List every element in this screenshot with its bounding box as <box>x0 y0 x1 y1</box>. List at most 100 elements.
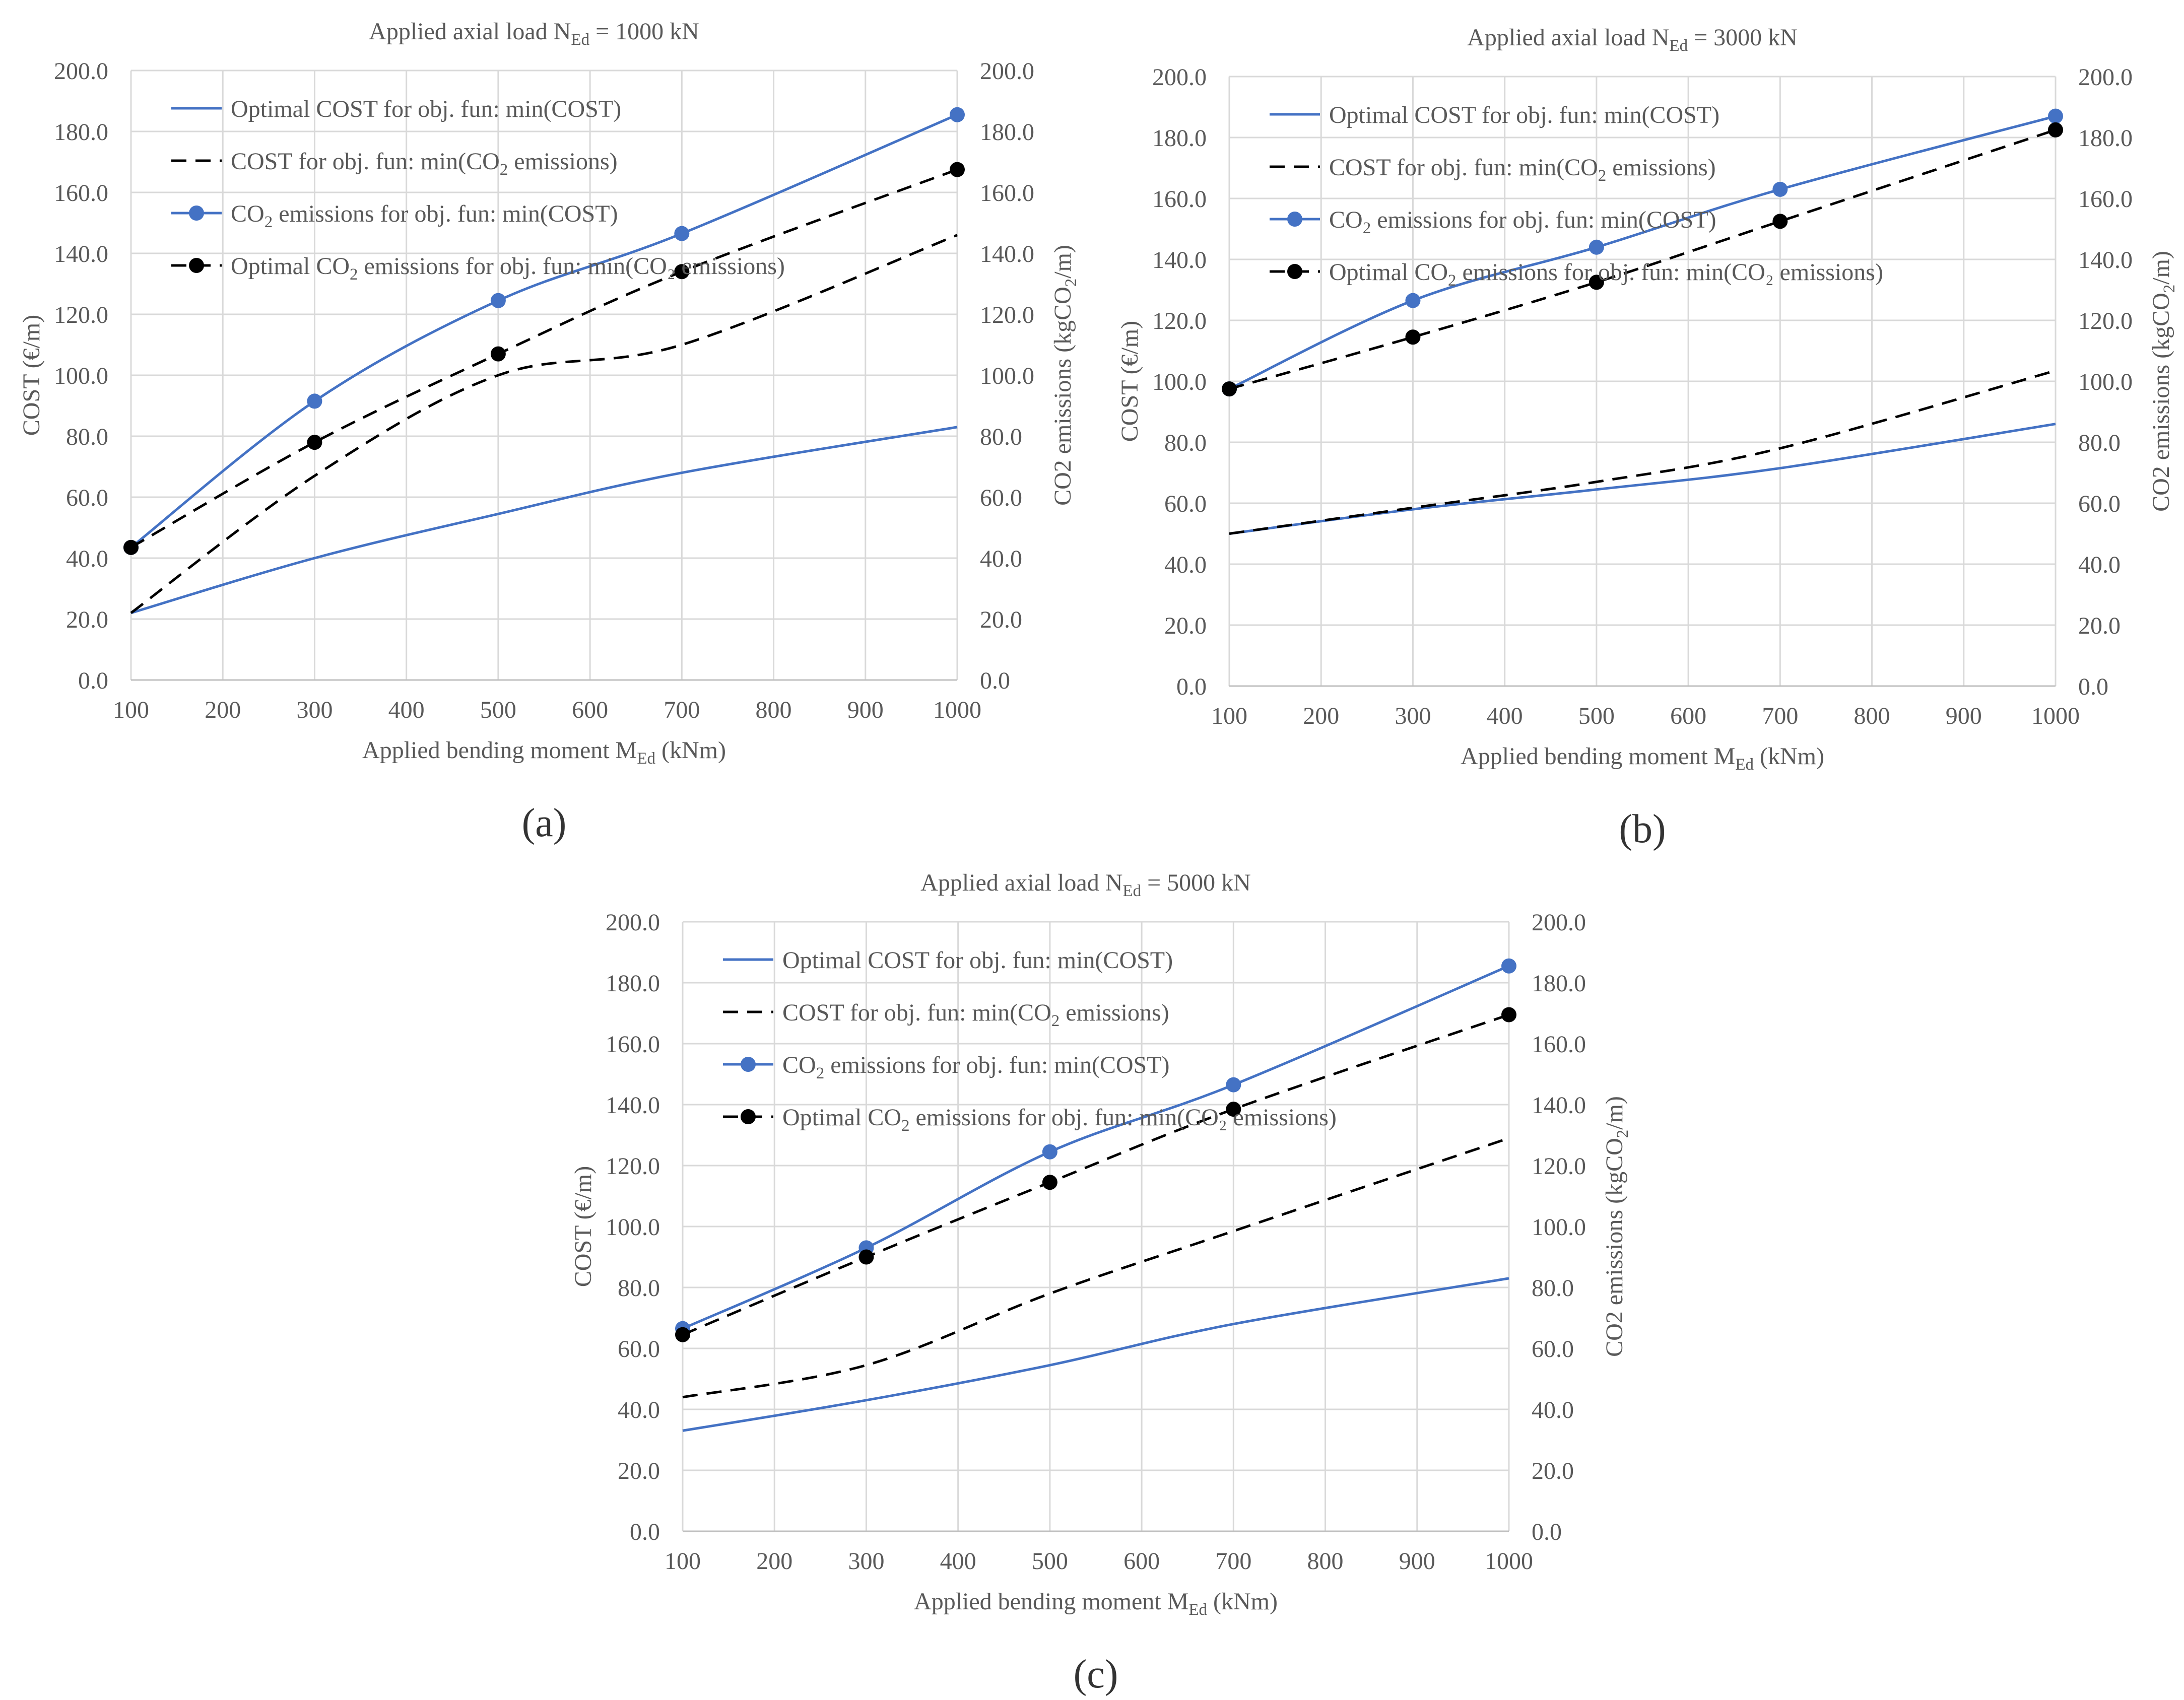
y-tick-label: 160.0 <box>606 1031 660 1058</box>
y2-tick-label: 60.0 <box>980 485 1022 511</box>
y-tick-label: 20.0 <box>1164 613 1207 639</box>
x-axis-title: Applied bending moment MEd (kNm) <box>1461 743 1824 774</box>
data-point <box>858 1249 874 1265</box>
data-point <box>1772 214 1788 229</box>
y-tick-label: 80.0 <box>1164 430 1207 456</box>
legend-label-3: CO2 emissions for obj. fun: min(COST) <box>231 200 618 231</box>
x-tick-label: 300 <box>296 697 333 723</box>
x-tick-label: 1000 <box>933 697 981 723</box>
x-tick-label: 800 <box>756 697 792 723</box>
panel-label: (b) <box>1619 807 1666 851</box>
y-tick-label: 40.0 <box>1164 552 1207 578</box>
chart-panel-3: Applied axial load NEd = 5000 kN0.0 0.020… <box>570 869 1632 1696</box>
data-point <box>1042 1175 1057 1190</box>
x-axis-title-suffix: (kNm) <box>1754 743 1824 770</box>
x-tick-label: 700 <box>1762 703 1798 729</box>
legend-label-4: Optimal CO2 emissions for obj. fun: min(… <box>782 1104 1337 1135</box>
y-tick-label: 140.0 <box>606 1092 660 1119</box>
y2-tick-label: 20.0 <box>980 606 1022 633</box>
legend-marker <box>741 1057 756 1072</box>
y-axis-title: COST (€/m) <box>570 1166 597 1287</box>
y-tick-label: 180.0 <box>1152 125 1207 152</box>
data-point <box>1501 958 1516 974</box>
legend-label-4-main: Optimal CO <box>782 1104 901 1131</box>
legend-marker <box>189 206 204 221</box>
data-point <box>1772 181 1788 197</box>
y-tick-label: 100.0 <box>1152 369 1207 395</box>
x-axis-title-suffix: (kNm) <box>655 737 726 764</box>
y-tick-label: 180.0 <box>54 119 108 146</box>
y2-tick-label: 40.0 <box>2078 552 2121 578</box>
y-tick-label: 200.0 <box>606 909 660 936</box>
data-point <box>1222 381 1237 397</box>
legend-label-3-suffix: emissions for obj. fun: min(COST) <box>273 200 618 227</box>
x-tick-label: 700 <box>664 697 700 723</box>
y2-tick-label: 100.0 <box>980 363 1034 389</box>
legend-label-2-main: COST for obj. fun: min(CO <box>1329 154 1598 181</box>
data-point <box>1042 1144 1057 1160</box>
data-point <box>490 293 506 308</box>
x-tick-label: 800 <box>1854 703 1890 729</box>
y-tick-label: 200.0 <box>54 58 108 85</box>
y2-axis-title: CO2 emissions (kgCO2/m) <box>1601 1096 1632 1357</box>
x-axis-title-main: Applied bending moment M <box>1461 743 1735 770</box>
chart-title: Applied axial load NEd = 5000 kN <box>920 869 1251 900</box>
y2-axis-title-subscript: 2 <box>1614 1130 1632 1138</box>
y-tick-label: 80.0 <box>618 1275 660 1302</box>
y-tick-label: 20.0 <box>618 1458 660 1484</box>
data-point <box>1501 1007 1516 1023</box>
legend-label-2: COST for obj. fun: min(CO2 emissions) <box>782 999 1169 1030</box>
y-tick-label: 200.0 <box>1152 64 1207 91</box>
y2-tick-label: 160.0 <box>980 180 1034 207</box>
data-point <box>1589 239 1604 255</box>
y-tick-label: 160.0 <box>54 180 108 207</box>
x-tick-label: 100 <box>113 697 149 723</box>
chart-title-main: Applied axial load N <box>1467 24 1669 51</box>
y2-tick-label: 160.0 <box>1532 1031 1586 1058</box>
chart-title: Applied axial load NEd = 3000 kN <box>1467 24 1798 55</box>
y2-tick-label: 20.0 <box>1532 1458 1574 1484</box>
legend-label-1: Optimal COST for obj. fun: min(COST) <box>782 947 1173 974</box>
x-tick-label: 600 <box>1123 1548 1160 1575</box>
chart-title: Applied axial load NEd = 1000 kN <box>369 18 699 49</box>
chart-title-main: Applied axial load N <box>920 869 1122 896</box>
data-point <box>1405 293 1421 308</box>
legend-label-2-suffix: emissions) <box>1060 999 1169 1026</box>
chart-title-suffix: = 5000 kN <box>1141 869 1251 896</box>
legend-label-4-suffix: emissions for obj. fun: min(CO₂ emission… <box>358 253 785 280</box>
series-line-2 <box>130 234 958 614</box>
legend-label-2: COST for obj. fun: min(CO2 emissions) <box>231 148 618 179</box>
y2-tick-label: 120.0 <box>2078 308 2133 334</box>
series-line-4 <box>1229 128 2056 390</box>
data-point <box>674 226 690 241</box>
data-point <box>950 162 965 177</box>
data-point <box>950 107 965 122</box>
legend-label-3-subscript: 2 <box>1363 219 1371 237</box>
y-tick-label: 120.0 <box>1152 308 1207 334</box>
x-tick-label: 200 <box>756 1548 792 1575</box>
y-tick-label: 100.0 <box>54 363 108 389</box>
series-line-3 <box>682 965 1509 1330</box>
legend-label-1-main: Optimal COST for obj. fun: min(COST) <box>782 947 1173 974</box>
data-point <box>1226 1077 1241 1093</box>
x-tick-label: 900 <box>1946 703 1982 729</box>
x-tick-label: 300 <box>848 1548 884 1575</box>
data-point <box>490 346 506 362</box>
legend-label-2-suffix: emissions) <box>1606 154 1715 181</box>
legend-label-2-subscript: 2 <box>1051 1012 1060 1030</box>
series-line-4 <box>682 1013 1509 1336</box>
legend-label-4-main: Optimal CO <box>231 253 350 280</box>
legend-label-4-subscript: 2 <box>1448 271 1457 290</box>
legend-marker <box>189 258 204 273</box>
y2-tick-label: 140.0 <box>1532 1092 1586 1119</box>
y2-tick-label: 80.0 <box>980 424 1022 450</box>
legend-marker <box>1287 212 1302 227</box>
x-axis-title: Applied bending moment MEd (kNm) <box>362 737 726 768</box>
x-tick-label: 600 <box>1670 703 1706 729</box>
legend-marker <box>741 1109 756 1124</box>
legend-label-3-suffix: emissions for obj. fun: min(COST) <box>1371 207 1716 233</box>
y2-axis-title-main: CO2 emissions (kgCO <box>2148 293 2174 512</box>
x-tick-label: 900 <box>1399 1548 1435 1575</box>
x-tick-label: 400 <box>388 697 425 723</box>
